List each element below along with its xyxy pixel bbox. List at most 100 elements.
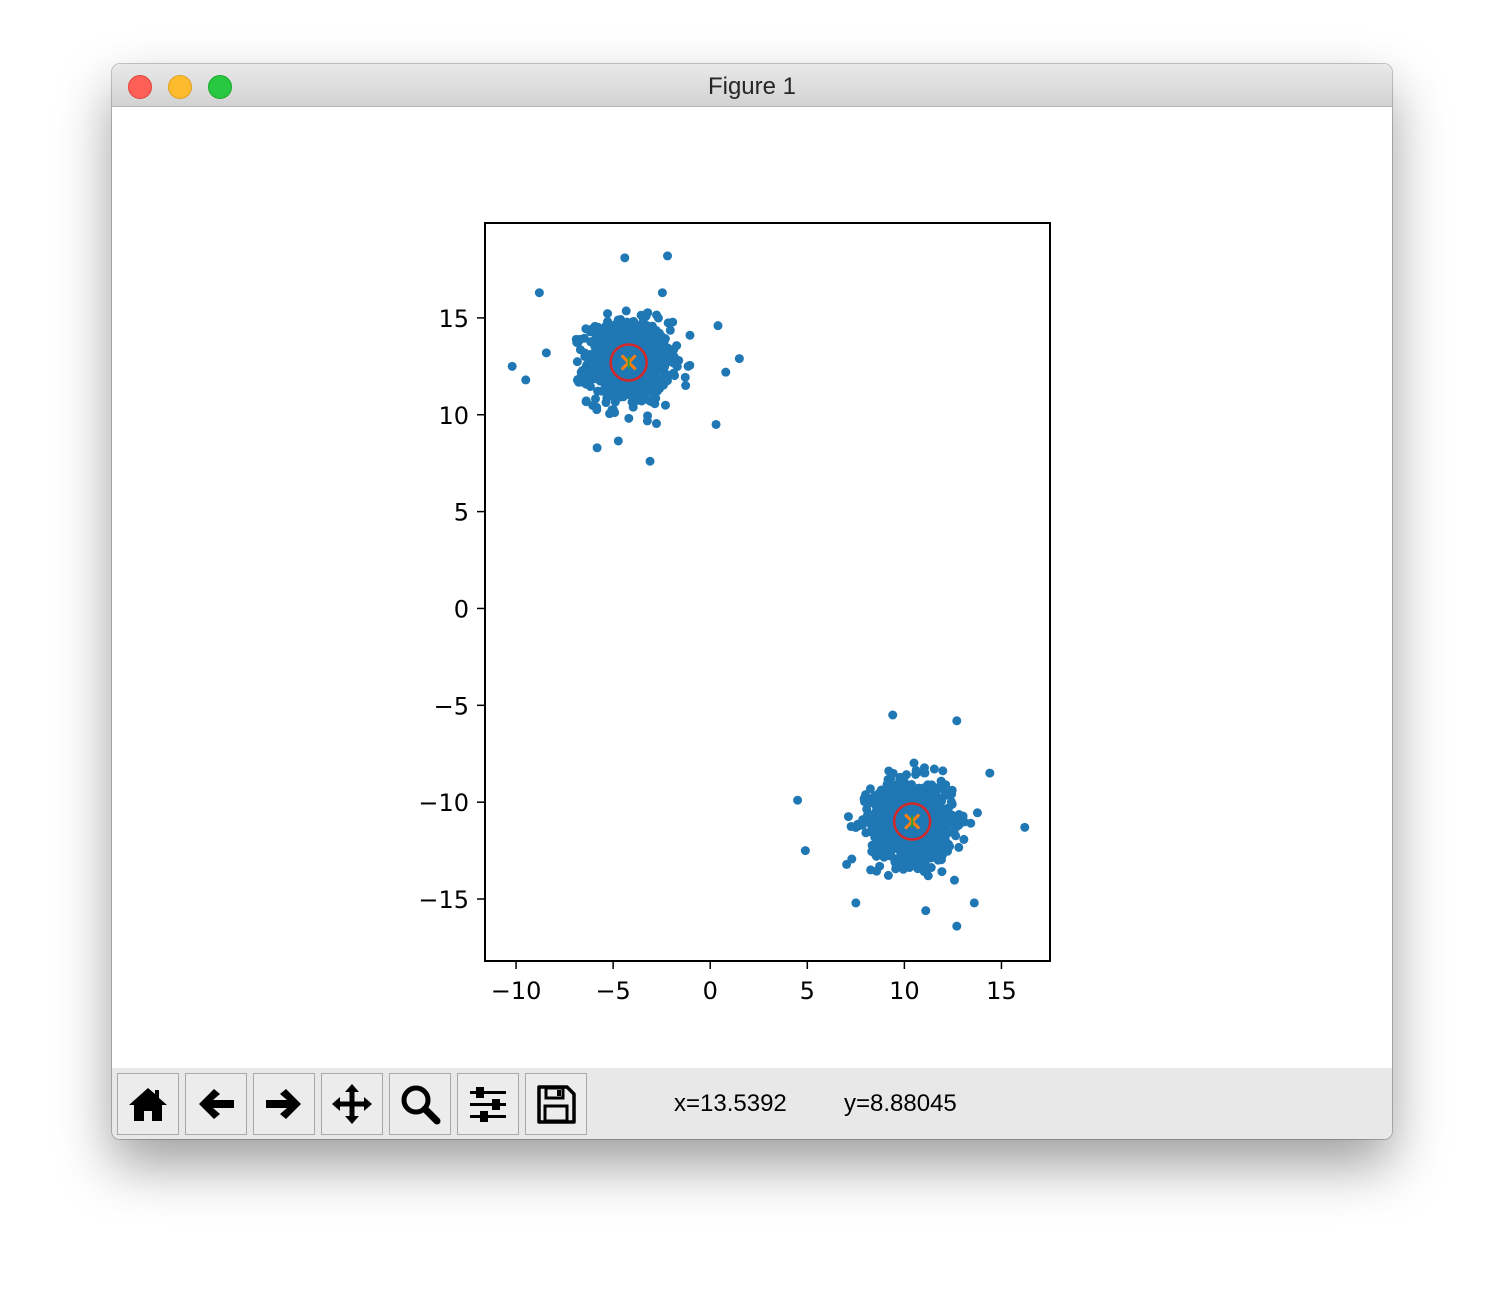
scatter-point (943, 846, 953, 856)
x-tick-label: 15 (986, 977, 1017, 1005)
scatter-point (899, 838, 909, 848)
scatter-point (888, 782, 898, 792)
scatter-point (650, 399, 660, 409)
scatter-point (619, 386, 629, 396)
scatter-point (843, 812, 853, 822)
scatter-point (575, 345, 585, 355)
move-icon (332, 1084, 372, 1124)
scatter-points (507, 251, 1030, 931)
y-tick-label: 10 (438, 402, 469, 430)
scatter-point (933, 855, 943, 865)
scatter-point (681, 381, 691, 391)
scatter-point (897, 860, 907, 870)
scatter-point (851, 898, 861, 908)
scatter-point (880, 851, 890, 861)
y-tick-label: −15 (418, 886, 469, 914)
scatter-point (920, 768, 930, 778)
scatter-point (884, 837, 894, 847)
y-tick-label: 15 (438, 305, 469, 333)
scatter-point (507, 361, 517, 371)
scatter-point (669, 352, 679, 362)
scatter-point (647, 365, 657, 375)
title-bar: Figure 1 (112, 64, 1392, 107)
scatter-point (919, 792, 929, 802)
scatter-point (593, 341, 603, 351)
scatter-point (868, 822, 878, 832)
scatter-point (933, 783, 943, 793)
scatter-point (601, 367, 611, 377)
scatter-point (642, 383, 652, 393)
scatter-point (909, 758, 919, 768)
scatter-point (969, 898, 979, 908)
scatter-point (592, 443, 602, 453)
window-title: Figure 1 (707, 73, 797, 100)
back-button[interactable] (185, 1073, 247, 1135)
scatter-point (891, 842, 901, 852)
scatter-point (880, 800, 890, 810)
scatter-point (660, 400, 670, 410)
centroid-ring (609, 343, 648, 382)
scatter-point (621, 306, 631, 316)
scatter-point (634, 394, 644, 404)
scatter-point (938, 766, 948, 776)
home-icon (129, 1088, 167, 1121)
scatter-point (713, 321, 723, 331)
close-window-button[interactable] (128, 75, 152, 99)
scatter-point (941, 818, 951, 828)
scatter-point (937, 867, 947, 877)
scatter-point (610, 408, 620, 418)
scatter-point (846, 822, 856, 832)
scatter-point (521, 375, 531, 385)
scatter-point (585, 327, 595, 337)
x-coordinate-readout: x=13.5392 (674, 1090, 787, 1117)
scatter-point (952, 921, 962, 931)
zoom-button[interactable] (389, 1073, 451, 1135)
scatter-point (734, 354, 744, 364)
scatter-point (985, 768, 995, 778)
scatter-point (883, 870, 893, 880)
scatter-point (859, 797, 869, 807)
scatter-point (871, 851, 881, 861)
scatter-point (632, 379, 642, 389)
scatter-point (865, 784, 875, 794)
scatter-point (946, 797, 956, 807)
zoom-window-button[interactable] (208, 75, 232, 99)
scatter-point (942, 790, 952, 800)
save-button[interactable] (525, 1073, 587, 1135)
scatter-point (628, 386, 638, 396)
forward-button[interactable] (253, 1073, 315, 1135)
scatter-point (873, 813, 883, 823)
scatter-point (572, 357, 582, 367)
scatter-point (918, 852, 928, 862)
scatter-point (669, 358, 679, 368)
scatter-point (1020, 822, 1030, 832)
x-tick-label: 0 (703, 977, 718, 1005)
scatter-point (669, 345, 679, 355)
scatter-point (663, 251, 673, 261)
floppy-disk-icon (537, 1085, 576, 1124)
scatter-point (601, 321, 611, 331)
scatter-point (870, 792, 880, 802)
scatter-point (887, 801, 897, 811)
axes-frame (484, 222, 1051, 962)
navigation-toolbar: x=13.5392 y=8.88045 (112, 1068, 1392, 1139)
scatter-point (620, 253, 630, 263)
scatter-point (875, 861, 885, 871)
scatter-point (683, 361, 693, 371)
minimize-window-button[interactable] (168, 75, 192, 99)
configure-subplots-button[interactable] (457, 1073, 519, 1135)
scatter-point (865, 810, 875, 820)
scatter-point (793, 795, 803, 805)
scatter-point (659, 344, 669, 354)
scatter-point (609, 325, 619, 335)
scatter-point (888, 710, 898, 720)
scatter-point (625, 370, 635, 380)
x-tick-label: 10 (889, 977, 920, 1005)
pan-button[interactable] (321, 1073, 383, 1135)
figure-canvas[interactable]: −10 −5 0 5 10 15 15 10 5 0 −5 −10 −15 (112, 107, 1392, 1068)
scatter-point (642, 320, 652, 330)
home-button[interactable] (117, 1073, 179, 1135)
scatter-point (680, 372, 690, 382)
scatter-point (606, 374, 616, 384)
scatter-point (721, 367, 731, 377)
